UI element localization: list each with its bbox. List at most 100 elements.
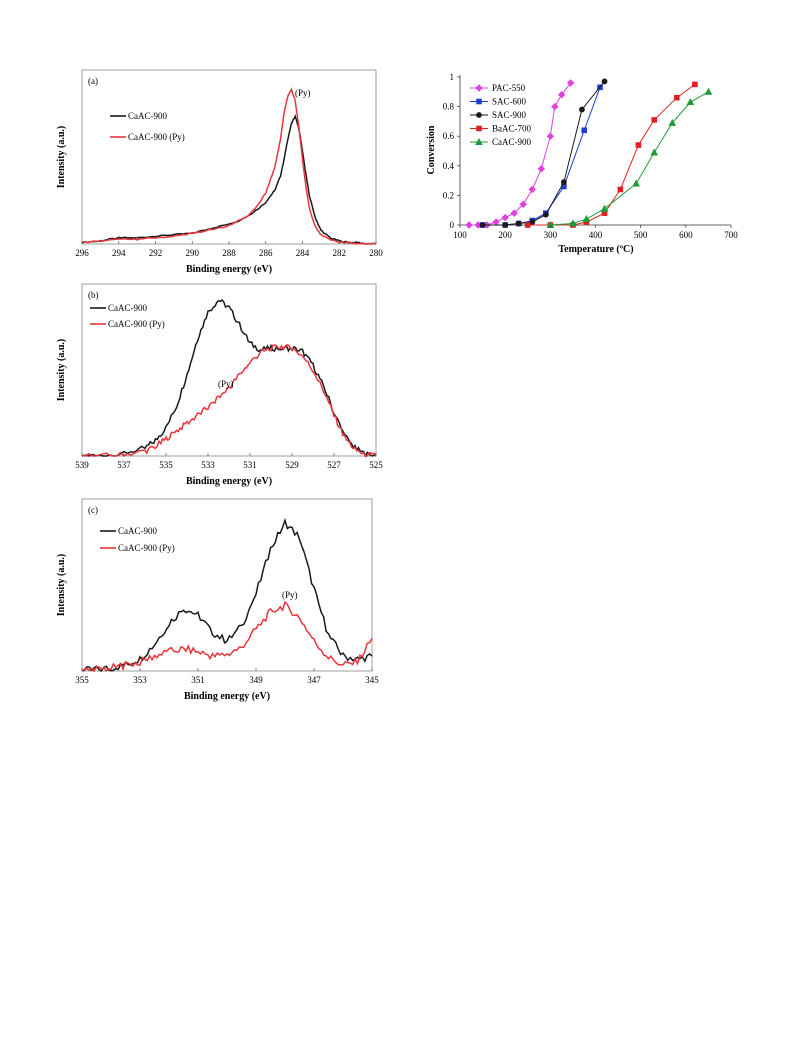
data-point [566,79,575,87]
legend-label: CaAC-900 (Py) [108,319,165,329]
x-tick-label: 347 [307,675,321,685]
x-tick-label: 100 [453,230,467,240]
panel-b: (b) 539 537 535 533 531 529 527 525 Binding ene… [56,283,383,487]
panel-c: (c) 355 353 351 349 347 345 Binding energy (e… [56,498,379,702]
y-tick-label: 0.4 [443,161,455,171]
x-tick-label: 539 [75,460,89,470]
legend-label: CaAC-900 [108,303,147,313]
x-tick-label: 286 [259,248,273,258]
y-axis-label: Conversion [426,125,437,174]
x-tick-label: 600 [679,230,693,240]
x-tick-label: 525 [369,460,383,470]
plot-frame [81,283,377,457]
y-axis-label: Intensity (a.u.) [56,554,67,617]
series-line-red [81,87,377,245]
data-point [546,132,555,140]
data-point [617,186,624,193]
data-point [704,87,713,95]
x-axis-label: Temperature (ºC) [558,244,633,255]
data-point [510,209,518,217]
panel-conversion: 100 200 300 400 500 600 700 0 0.2 0.4 0.6 0.8 1 Temp… [426,72,738,255]
y-axis-label: Intensity (a.u.) [56,126,67,189]
legend-label: BaAC-700 [492,124,531,134]
data-point [476,98,482,105]
data-point [651,117,658,123]
legend-label: CaAC-900 [492,137,531,147]
data-point [501,213,509,222]
x-tick-label: 533 [201,460,215,470]
data-point [560,179,567,185]
legend-label: CaAC-900 [128,111,167,121]
data-point [650,148,659,156]
data-point [674,94,680,101]
x-tick-label: 288 [222,248,236,258]
data-point [529,219,536,225]
x-tick-label: 537 [117,460,131,470]
x-tick-label: 200 [498,230,512,240]
data-point [581,127,588,134]
x-tick-label: 535 [159,460,173,470]
x-axis-label: Binding energy (eV) [186,476,272,487]
x-tick-label: 400 [589,230,603,240]
plot-frame [81,498,373,672]
data-point [475,137,483,145]
x-tick-label: 282 [333,248,347,258]
data-point [519,200,527,208]
data-point [528,185,536,194]
x-tick-label: 300 [544,230,558,240]
data-point [465,221,473,229]
y-tick-label: 0 [450,220,455,230]
data-point [492,218,500,226]
data-point [557,91,566,99]
x-tick-label: 294 [112,248,126,258]
py-annotation: (Py) [218,379,234,389]
data-point [601,78,608,85]
legend: CaAC-900 CaAC-900 (Py) [100,526,175,553]
data-point [476,125,482,132]
x-tick-label: 345 [365,675,379,685]
legend: CaAC-900 CaAC-900 (Py) [90,303,165,329]
data-point [668,118,677,126]
py-annotation: (Py) [282,590,298,600]
x-tick-label: 290 [186,248,200,258]
legend-label: SAC-600 [492,97,527,107]
legend: CaAC-900 CaAC-900 (Py) [110,111,185,142]
data-point [579,106,585,113]
y-tick-label: 0.8 [443,102,455,112]
py-annotation: (Py) [295,88,311,98]
x-tick-label: 351 [191,675,205,685]
data-point [692,81,698,88]
x-tick-label: 349 [249,675,263,685]
x-tick-label: 529 [285,460,299,470]
x-tick-label: 500 [634,230,648,240]
data-point [635,142,642,148]
series-line-darkred [527,83,696,226]
data-point [551,102,559,111]
data-point [537,165,546,173]
x-tick-label: 700 [724,230,738,240]
panel-label-c: (c) [88,505,98,515]
series-line-black [81,113,377,245]
x-axis-label: Binding energy (eV) [186,264,272,275]
data-point [582,215,591,223]
x-tick-label: 527 [327,460,341,470]
x-tick-label: 296 [75,248,89,258]
data-point [632,179,640,187]
data-point [479,222,486,228]
data-point [515,220,522,227]
data-point [686,98,695,106]
y-tick-label: 0.2 [443,190,454,200]
legend-label: CaAC-900 (Py) [118,543,175,553]
legend: PAC-550 SAC-600 SAC-900 BaAC-700 CaAC-900 [470,83,531,147]
x-tick-label: 292 [149,248,163,258]
legend-label: CaAC-900 [118,526,157,536]
data-point [600,204,609,212]
panel-label-a: (a) [88,76,98,86]
data-point [476,112,482,118]
x-tick-label: 284 [296,248,310,258]
x-tick-label: 353 [133,675,147,685]
panel-a: (a) 296 294 292 290 288 286 284 282 280 Binding … [56,69,383,275]
x-axis-label: Binding energy (eV) [184,691,270,702]
series-line-red [81,343,377,457]
legend-label: CaAC-900 (Py) [128,132,185,142]
